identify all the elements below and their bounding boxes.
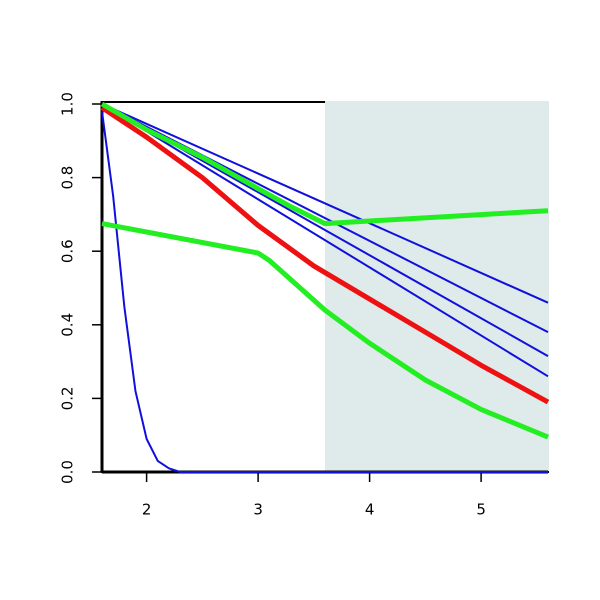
series-line <box>101 103 549 304</box>
series-line <box>101 103 549 378</box>
series-line <box>100 101 549 227</box>
shaded-region <box>325 101 549 471</box>
series-line <box>100 105 550 405</box>
y-tick-label: 1.0 <box>59 92 77 116</box>
y-tick-label: 0.8 <box>59 166 77 190</box>
x-tick-label: 5 <box>476 501 486 519</box>
x-tick-label: 2 <box>142 501 152 519</box>
y-tick-label: 0.0 <box>59 460 77 484</box>
y-tick-label: 0.2 <box>59 386 77 410</box>
y-tick-label: 0.4 <box>59 313 77 337</box>
series-line <box>101 221 549 440</box>
x-tick-label: 3 <box>253 501 263 519</box>
x-tick-label: 4 <box>365 501 375 519</box>
y-tick-label: 0.6 <box>59 239 77 263</box>
series-line <box>101 111 548 473</box>
